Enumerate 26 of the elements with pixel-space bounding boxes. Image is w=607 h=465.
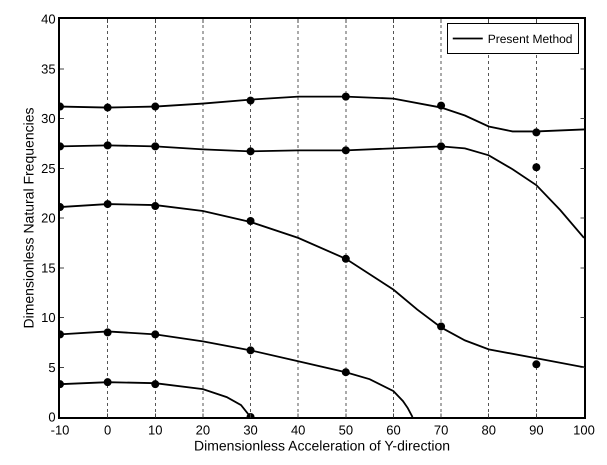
y-tick-label: 20 bbox=[41, 210, 56, 226]
point bbox=[532, 360, 540, 368]
x-tick-label: 20 bbox=[196, 422, 210, 438]
y-tick-label: 40 bbox=[41, 12, 56, 27]
y-tick-label: 30 bbox=[41, 111, 56, 126]
x-tick-label: 0 bbox=[104, 422, 112, 438]
x-tick-label: 50 bbox=[338, 422, 354, 438]
x-tick-label: 70 bbox=[434, 422, 448, 438]
y-tick-label: 10 bbox=[41, 310, 56, 326]
y-axis-title: Dimensionless Natural Frequencies bbox=[20, 108, 36, 328]
x-tick-label: 100 bbox=[573, 422, 595, 438]
x-tick-label: 90 bbox=[529, 422, 544, 438]
x-tick-label: 40 bbox=[290, 422, 306, 438]
y-tick-label: 0 bbox=[48, 410, 56, 425]
x-tick-label: 10 bbox=[148, 422, 163, 438]
x-tick-label: 60 bbox=[386, 422, 401, 438]
y-tick-label: 25 bbox=[41, 160, 56, 176]
y-tick-label: 15 bbox=[41, 260, 56, 276]
legend-label: Present Method bbox=[488, 32, 572, 46]
x-tick-label: -10 bbox=[50, 422, 70, 438]
x-tick-label: 80 bbox=[481, 422, 496, 438]
x-tick-label: 30 bbox=[243, 422, 258, 438]
point bbox=[532, 163, 540, 172]
y-tick-label: 35 bbox=[41, 61, 56, 76]
y-tick-label: 5 bbox=[48, 360, 56, 375]
x-axis-title: Dimensionless Acceleration of Y-direction bbox=[194, 437, 450, 454]
